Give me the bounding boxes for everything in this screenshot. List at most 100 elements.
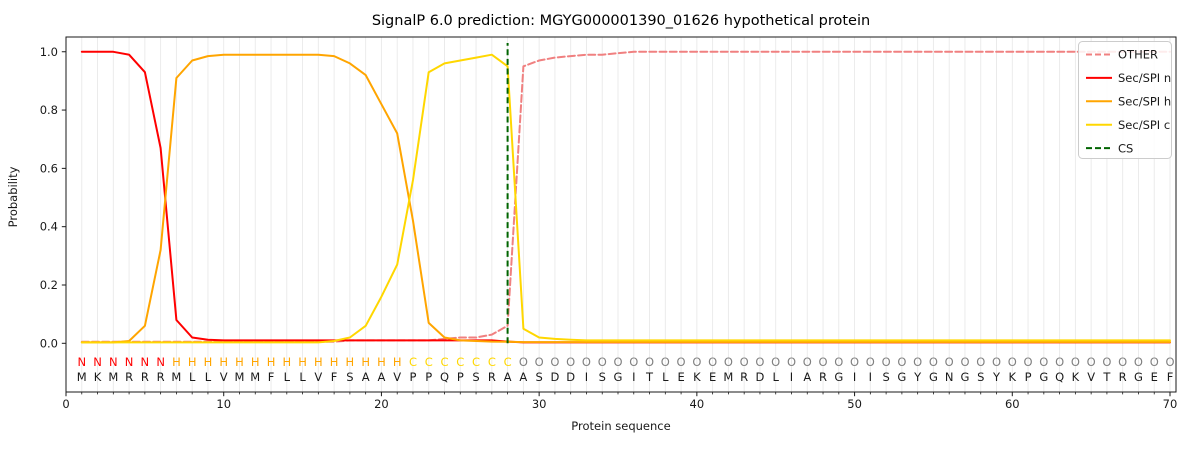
legend-item-sec-spi-n: Sec/SPI n — [1086, 71, 1171, 85]
y-tick-label: 0.4 — [40, 220, 58, 234]
legend-item-cs: CS — [1086, 141, 1133, 155]
region-label: O — [1087, 355, 1096, 369]
x-tick-label: 20 — [374, 397, 389, 411]
region-label: O — [1102, 355, 1111, 369]
sequence-letter: G — [897, 370, 906, 384]
x-tick-label: 0 — [62, 397, 69, 411]
region-label: O — [834, 355, 843, 369]
sequence-letter: G — [929, 370, 938, 384]
region-label: C — [409, 355, 417, 369]
region-label: H — [204, 355, 213, 369]
region-label: O — [992, 355, 1001, 369]
legend-item-other: OTHER — [1086, 48, 1158, 62]
region-label: O — [755, 355, 764, 369]
region-label: O — [1008, 355, 1017, 369]
sequence-letter: T — [1102, 370, 1111, 384]
region-label: O — [882, 355, 891, 369]
sequence-letter: Q — [1055, 370, 1064, 384]
sequence-letter: N — [945, 370, 954, 384]
sequence-letter: R — [141, 370, 149, 384]
sequence-letter: V — [1087, 370, 1095, 384]
region-label: H — [346, 355, 355, 369]
region-label: N — [141, 355, 150, 369]
x-tick-label: 70 — [1163, 397, 1178, 411]
sequence-letter: R — [740, 370, 748, 384]
region-label: O — [771, 355, 780, 369]
sequence-letter: K — [94, 370, 102, 384]
legend-item-sec-spi-n-label: Sec/SPI n — [1118, 71, 1171, 85]
sequence-letter: E — [677, 370, 684, 384]
sequence-letter: I — [869, 370, 872, 384]
sequence-letter: S — [535, 370, 542, 384]
sequence-letter: I — [632, 370, 635, 384]
legend-item-sec-spi-c: Sec/SPI c — [1086, 118, 1170, 132]
sequence-letter: E — [709, 370, 716, 384]
region-label: N — [109, 355, 118, 369]
region-label: O — [976, 355, 985, 369]
legend-item-cs-label: CS — [1118, 141, 1133, 155]
region-label: C — [456, 355, 464, 369]
region-label: O — [866, 355, 875, 369]
sequence-letter: D — [550, 370, 559, 384]
region-label: N — [93, 355, 102, 369]
sequence-letter: P — [410, 370, 417, 384]
region-label: H — [393, 355, 402, 369]
region-label: O — [692, 355, 701, 369]
sequence-letter: S — [977, 370, 984, 384]
axes: 0 10 20 30 40 50 60 70 0.0 0.2 0.4 0.6 0.8 1.0 — [40, 36, 1177, 411]
plot-frame — [65, 36, 1177, 393]
sequence-letter: S — [599, 370, 606, 384]
sequence-letter: V — [220, 370, 228, 384]
chart-title: SignalP 6.0 prediction: MGYG000001390_01… — [372, 13, 870, 29]
region-label: O — [724, 355, 733, 369]
sequence-letter: P — [1025, 370, 1032, 384]
sequence-letter: G — [1134, 370, 1143, 384]
sequence-letter: F — [331, 370, 338, 384]
region-label: C — [472, 355, 480, 369]
region-label: O — [598, 355, 607, 369]
region-label: O — [661, 355, 670, 369]
region-label: O — [519, 355, 528, 369]
sequence-letter: G — [961, 370, 970, 384]
region-label: H — [251, 355, 260, 369]
sequence-letter: V — [393, 370, 401, 384]
y-axis: 0.0 0.2 0.4 0.6 0.8 1.0 — [40, 45, 66, 350]
sequence-letter: G — [1039, 370, 1048, 384]
region-label: O — [677, 355, 686, 369]
region-label: O — [1150, 355, 1159, 369]
sequence-letter: K — [693, 370, 701, 384]
region-label: O — [803, 355, 812, 369]
region-label: O — [945, 355, 954, 369]
sequence-letter: S — [882, 370, 889, 384]
region-label: O — [1039, 355, 1048, 369]
sequence-letter: A — [504, 370, 512, 384]
y-axis-label: Probability — [6, 166, 20, 227]
region-label: O — [582, 355, 591, 369]
sequence-letter: M — [108, 370, 118, 384]
x-tick-label: 60 — [1005, 397, 1020, 411]
x-tick-label: 10 — [216, 397, 231, 411]
gridlines — [81, 37, 1171, 392]
sequence-letter: R — [488, 370, 496, 384]
y-tick-label: 0.2 — [40, 278, 58, 292]
x-axis: 0 10 20 30 40 50 60 70 — [62, 392, 1177, 411]
sequence-letter: L — [284, 370, 291, 384]
region-label: O — [1118, 355, 1127, 369]
sequence-letter: S — [472, 370, 479, 384]
region-label: O — [787, 355, 796, 369]
sequence-letter: F — [268, 370, 275, 384]
y-tick-label: 1.0 — [40, 45, 58, 59]
series — [80, 43, 1171, 344]
x-tick-label: 40 — [690, 397, 705, 411]
region-label: H — [219, 355, 228, 369]
sequence-letter: R — [1119, 370, 1127, 384]
region-label: O — [645, 355, 654, 369]
region-label: O — [850, 355, 859, 369]
sequence-letter: A — [362, 370, 370, 384]
legend-item-sec-spi-h: Sec/SPI h — [1086, 95, 1171, 109]
region-label: H — [377, 355, 386, 369]
region-label: O — [613, 355, 622, 369]
sequence-letter: P — [425, 370, 432, 384]
region-label: H — [188, 355, 197, 369]
region-label: H — [235, 355, 244, 369]
